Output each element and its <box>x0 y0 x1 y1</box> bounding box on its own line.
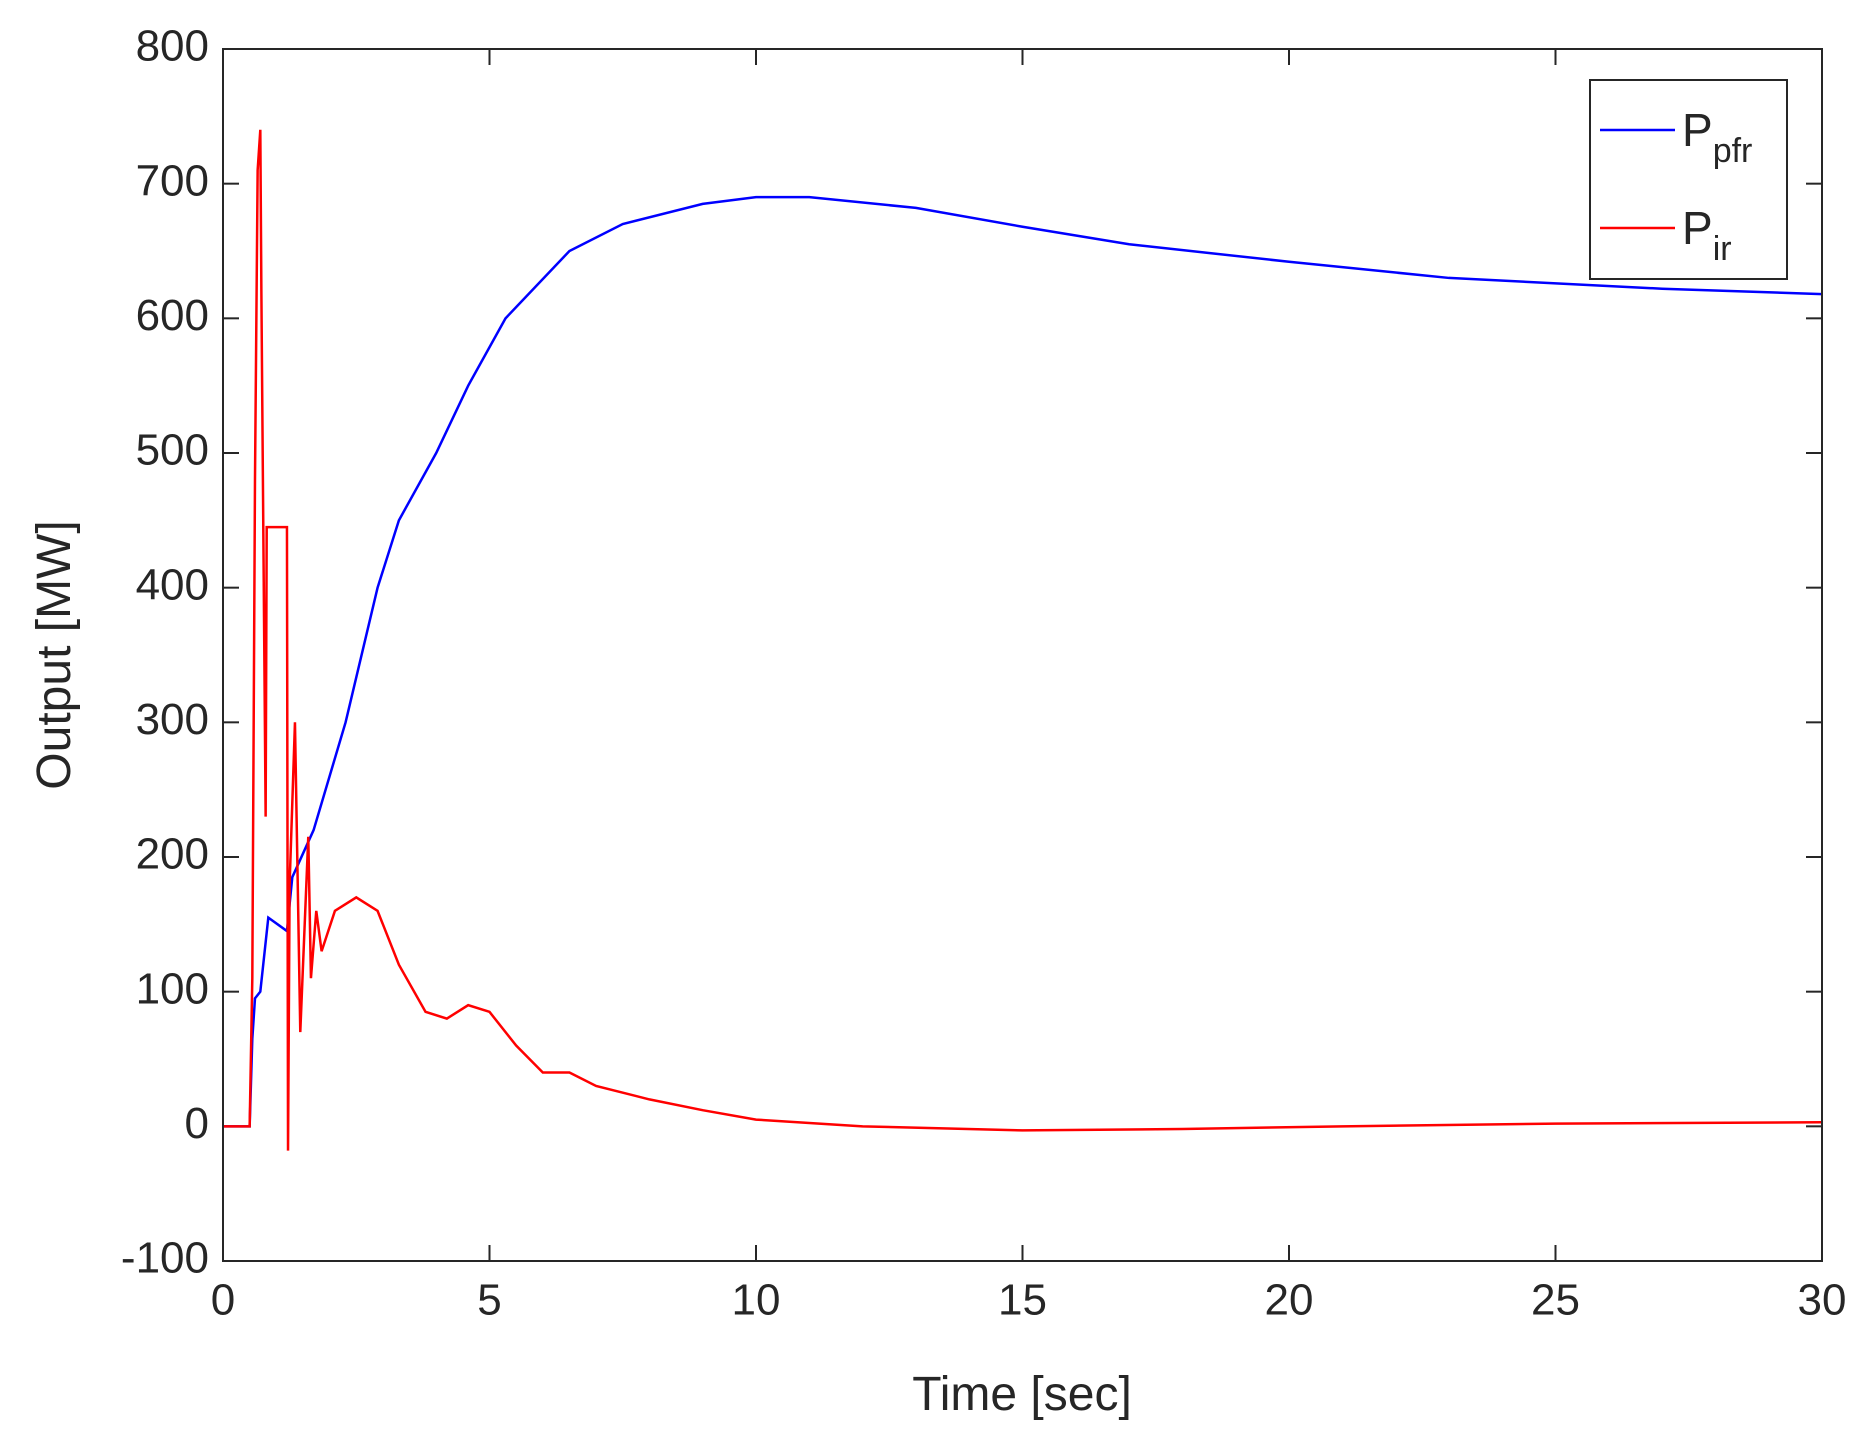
y-tick-label: 400 <box>136 560 209 609</box>
legend-box <box>1589 79 1788 280</box>
y-tick-label: 500 <box>136 426 209 475</box>
y-tick-label: 300 <box>136 695 209 744</box>
x-tick-label: 25 <box>1531 1276 1580 1325</box>
y-tick-label: 0 <box>185 1099 209 1148</box>
y-tick-label: -100 <box>121 1234 209 1283</box>
x-axis-label: Time [sec] <box>912 1368 1132 1421</box>
legend-subscript: ir <box>1713 230 1732 268</box>
legend-name: P <box>1682 104 1713 156</box>
legend-name: P <box>1682 202 1713 254</box>
x-tick-label: 20 <box>1265 1276 1314 1325</box>
y-tick-label: 700 <box>136 156 209 205</box>
y-axis-label: Output [MW] <box>28 520 81 789</box>
y-tick-label: 600 <box>136 291 209 340</box>
x-tick-label: 10 <box>732 1276 781 1325</box>
y-tick-label: 800 <box>136 22 209 71</box>
y-tick-label: 200 <box>136 830 209 879</box>
x-tick-label: 0 <box>211 1276 235 1325</box>
x-tick-label: 5 <box>477 1276 501 1325</box>
series-line <box>223 129 1823 1151</box>
x-tick-label: 15 <box>998 1276 1047 1325</box>
series-line <box>223 195 1823 1128</box>
x-tick-label: 30 <box>1798 1276 1847 1325</box>
legend-subscript: pfr <box>1713 132 1753 170</box>
y-tick-label: 100 <box>136 964 209 1013</box>
plot-frame <box>222 48 1823 1262</box>
legend-label: Ppfr <box>1682 104 1752 170</box>
legend-label: Pir <box>1682 202 1732 268</box>
